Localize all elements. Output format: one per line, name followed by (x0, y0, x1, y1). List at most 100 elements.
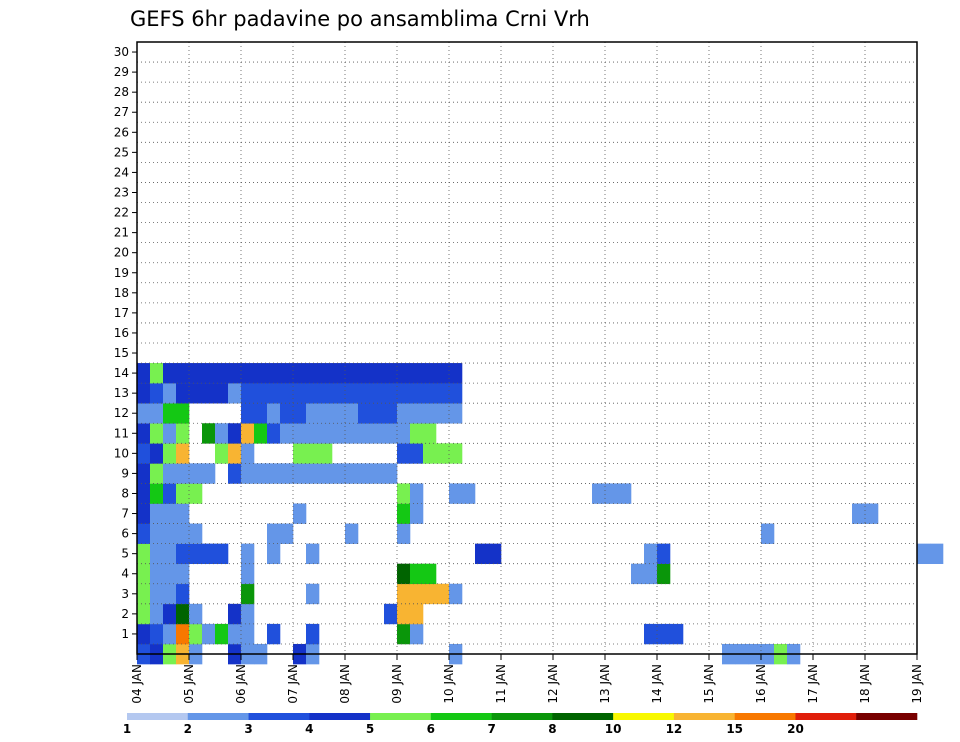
x-tick-label: 15 JAN (702, 664, 716, 704)
heatmap-cell (150, 463, 164, 484)
heatmap-cell (397, 623, 411, 645)
colorbar-segment (795, 713, 857, 720)
y-tick-label: 25 (114, 145, 129, 159)
heatmap-cell (345, 523, 359, 544)
heatmap-cell (293, 443, 307, 464)
colorbar-segment (734, 713, 796, 720)
heatmap-cell (150, 443, 164, 464)
y-tick-label: 27 (114, 105, 129, 119)
heatmap-cell (397, 423, 411, 444)
heatmap-cell (384, 603, 398, 625)
colorbar-label: 15 (726, 722, 743, 736)
colorbar-segment (613, 713, 675, 720)
heatmap-cell (306, 423, 320, 444)
y-tick-label: 23 (114, 185, 129, 199)
heatmap-cell (449, 383, 463, 404)
colorbar-label: 5 (366, 722, 374, 736)
heatmap-cell (306, 443, 320, 464)
x-tick-label: 08 JAN (338, 664, 352, 704)
heatmap-cell (657, 563, 671, 585)
heatmap-cell (163, 463, 177, 484)
colorbar: 1 2 3 4 5 6 7 8 10 12 15 20 (123, 713, 918, 736)
colorbar-label: 2 (184, 722, 192, 736)
heatmap-cell (189, 603, 203, 625)
heatmap-cell (163, 583, 177, 605)
y-tick-label: 28 (114, 85, 129, 99)
colorbar-label: 12 (666, 722, 683, 736)
colorbar-label: 4 (305, 722, 313, 736)
heatmap-cell (371, 383, 385, 404)
colorbar-label: 6 (427, 722, 435, 736)
heatmap-cell (267, 523, 281, 544)
heatmap-cell (397, 583, 411, 605)
heatmap-cell (241, 423, 255, 444)
heatmap-cell (332, 423, 346, 444)
heatmap-cell (189, 463, 203, 484)
y-tick-label: 13 (114, 386, 129, 400)
heatmap-cell (163, 543, 177, 565)
heatmap-cell (267, 543, 281, 565)
heatmap-cell (150, 423, 164, 444)
y-tick-label: 18 (114, 286, 129, 300)
heatmap-cell (176, 543, 190, 565)
y-tick-label: 9 (121, 466, 129, 480)
y-tick-label: 5 (121, 547, 129, 561)
y-tick-label: 24 (114, 165, 129, 179)
heatmap-cell (644, 623, 658, 645)
heatmap-cell (163, 623, 177, 645)
heatmap-cell (137, 483, 151, 504)
x-tick-label: 14 JAN (650, 664, 664, 704)
x-tick-label: 09 JAN (390, 664, 404, 704)
heatmap-cell (423, 383, 437, 404)
y-tick-label: 2 (121, 607, 129, 621)
heatmap-cell (293, 363, 307, 384)
heatmap-cell (319, 363, 333, 384)
heatmap-cell (449, 483, 463, 504)
heatmap-cell (410, 363, 424, 384)
heatmap-cell (306, 583, 320, 605)
heatmap-cell (371, 403, 385, 424)
y-tick-label: 10 (114, 446, 129, 460)
heatmap-cell (202, 623, 216, 645)
heatmap-cell (384, 463, 398, 484)
heatmap-cell (241, 363, 255, 384)
colorbar-segment (370, 713, 432, 720)
heatmap-cell (163, 443, 177, 464)
heatmap-cell (137, 543, 151, 565)
heatmap-cell (410, 623, 424, 645)
y-tick-label: 17 (114, 306, 129, 320)
colorbar-segment (248, 713, 310, 720)
heatmap-cell (267, 363, 281, 384)
colorbar-segment (856, 713, 918, 720)
heatmap-cell (306, 543, 320, 565)
heatmap-cell (436, 403, 450, 424)
heatmap-cell (332, 383, 346, 404)
heatmap-cell (397, 503, 411, 524)
heatmap-cell (475, 543, 489, 565)
heatmap-cell (202, 543, 216, 565)
colorbar-segment (127, 713, 189, 720)
heatmap-cell (358, 363, 372, 384)
heatmap-cell (397, 483, 411, 504)
colorbar-segment (552, 713, 614, 720)
heatmap-cell (150, 403, 164, 424)
y-tick-label: 7 (121, 507, 129, 521)
heatmap-cell (215, 363, 229, 384)
heatmap-cell (241, 463, 255, 484)
heatmap-cell (189, 543, 203, 565)
heatmap-cell (189, 363, 203, 384)
heatmap-cell (228, 463, 242, 484)
colorbar-label: 3 (244, 722, 252, 736)
heatmap-cell (228, 423, 242, 444)
heatmap-cell (137, 603, 151, 625)
heatmap-cell (163, 383, 177, 404)
heatmap-cell (371, 463, 385, 484)
y-tick-label: 20 (114, 246, 129, 260)
heatmap-cell (150, 623, 164, 645)
heatmap-cell (137, 583, 151, 605)
heatmap-cell (410, 423, 424, 444)
heatmap-cell (241, 623, 255, 645)
heatmap-cell (215, 423, 229, 444)
heatmap-cell (150, 383, 164, 404)
heatmap-cell (592, 483, 606, 504)
